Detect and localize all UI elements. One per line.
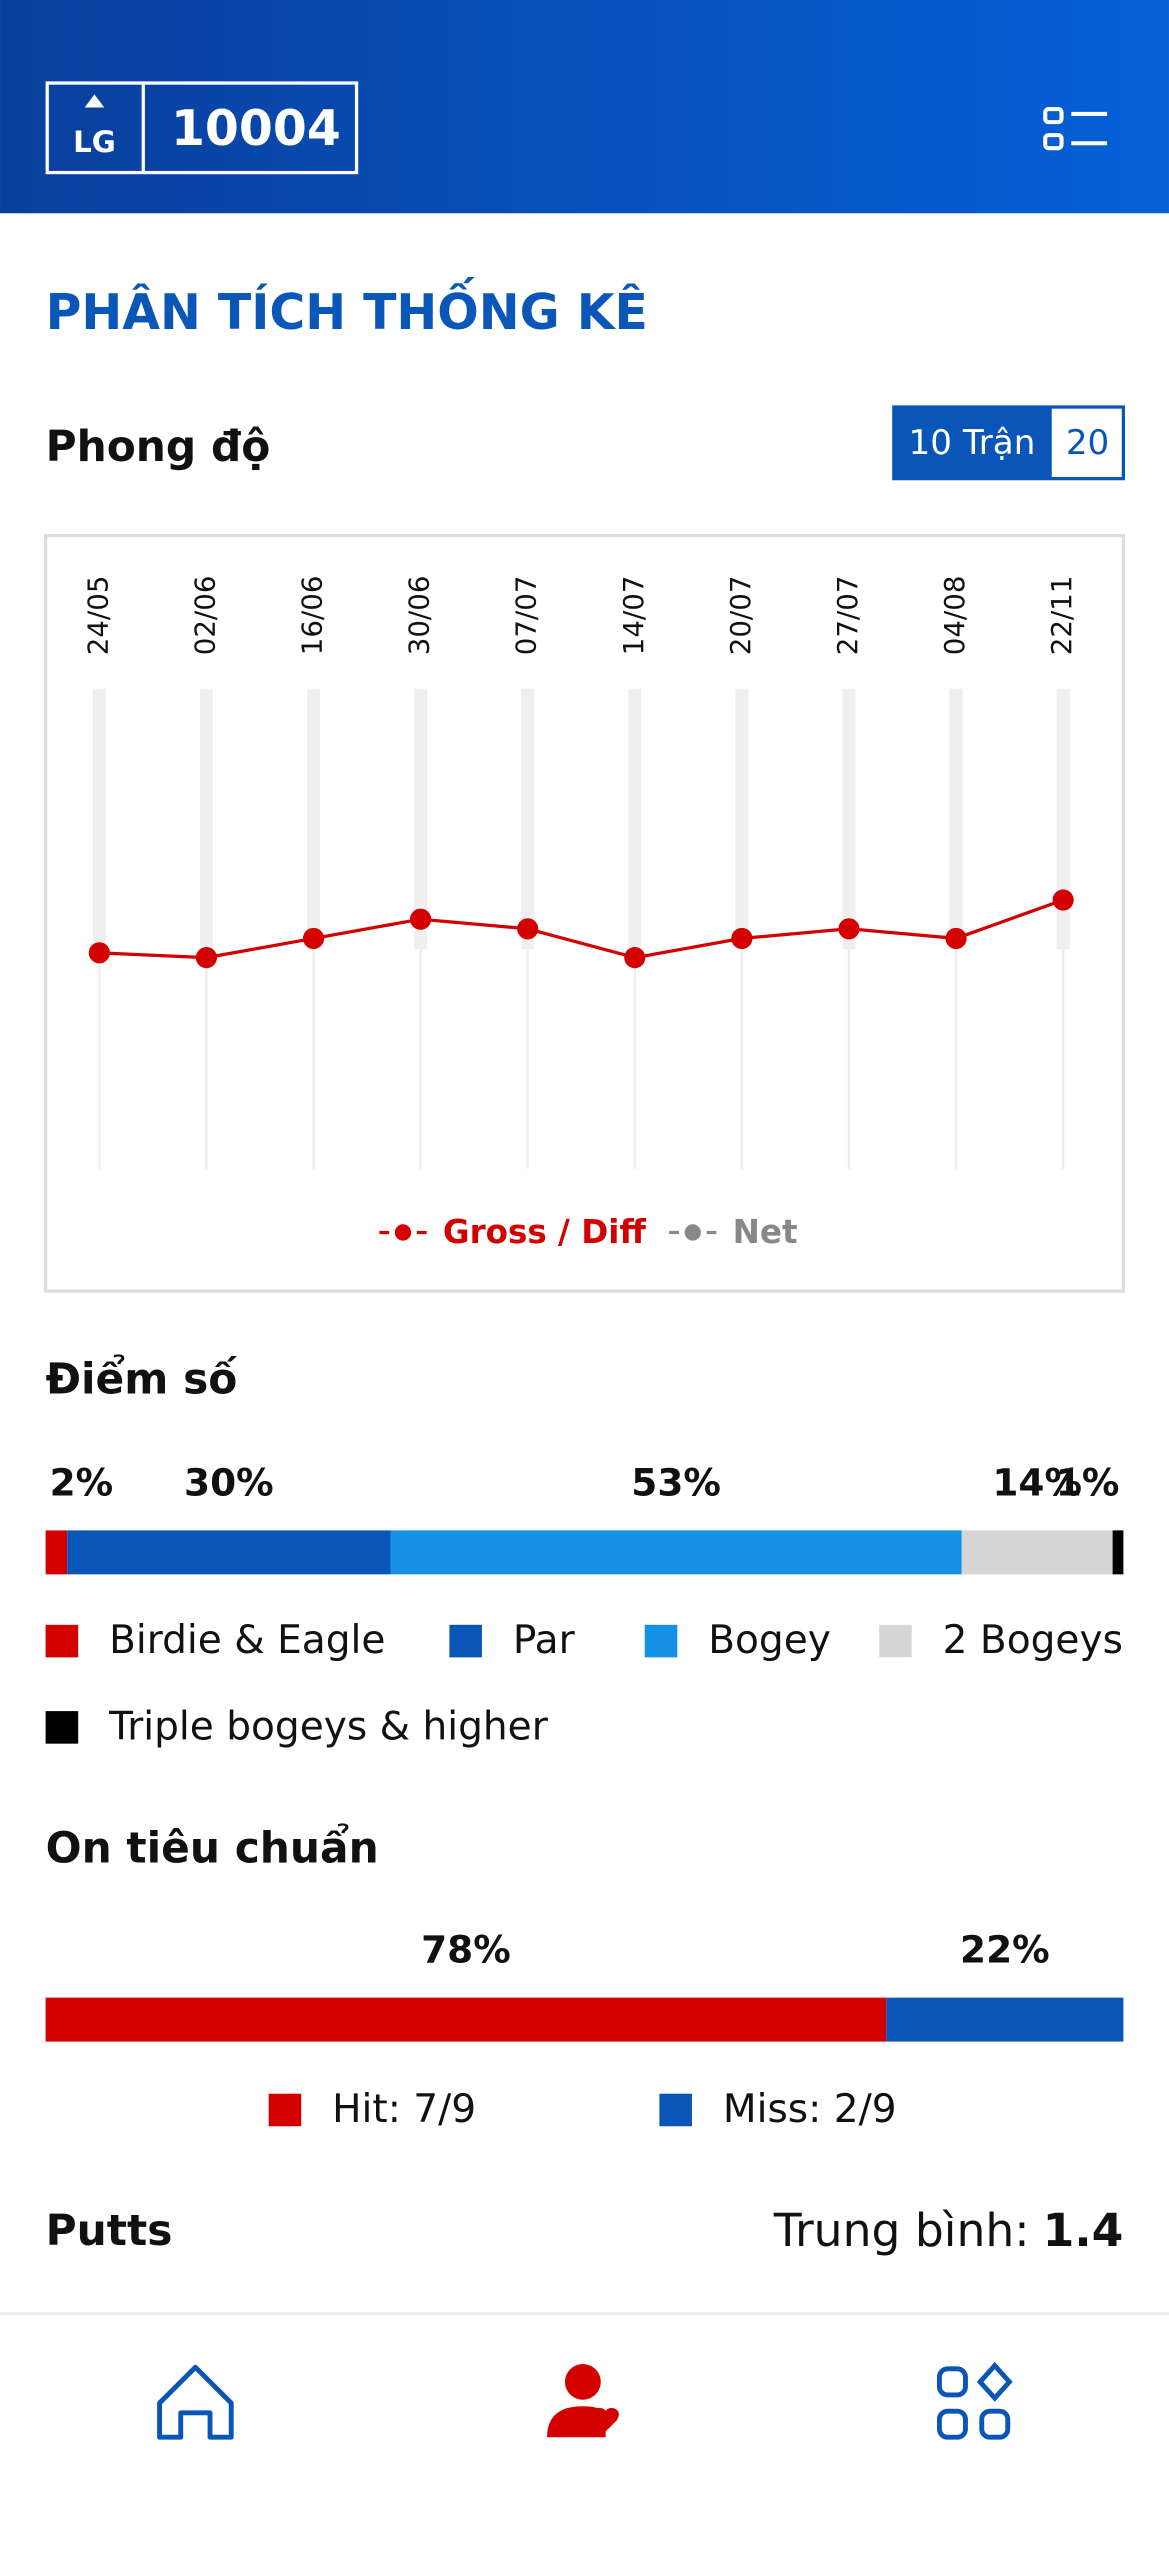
bar-segment bbox=[961, 1530, 1113, 1575]
legend-swatch bbox=[45, 1624, 79, 1658]
logo-box bbox=[45, 81, 359, 175]
logo-emblem bbox=[84, 94, 105, 108]
x-tick-label: 20/07 bbox=[724, 576, 757, 656]
x-tick-label: 02/06 bbox=[188, 576, 221, 656]
series-point bbox=[624, 947, 646, 969]
legend-label: 2 Bogeys bbox=[943, 1618, 1123, 1663]
x-tick-label: 24/05 bbox=[81, 576, 114, 656]
column-track bbox=[842, 688, 856, 950]
nav-home[interactable] bbox=[157, 2364, 234, 2440]
toggle-option[interactable]: 20 bbox=[1066, 423, 1109, 463]
bar-segment bbox=[886, 1997, 1124, 2042]
legend-label: Gross / Diff bbox=[443, 1213, 647, 1251]
legend-label: Triple bogeys & higher bbox=[108, 1705, 549, 1750]
legend-swatch bbox=[45, 1711, 79, 1744]
bar-segment bbox=[45, 1530, 68, 1575]
logo-text: LG bbox=[73, 125, 116, 159]
legend-swatch bbox=[879, 1624, 912, 1658]
series-point bbox=[731, 927, 753, 950]
legend-label: Hit: 7/9 bbox=[332, 2087, 476, 2132]
value-label: 30% bbox=[184, 1460, 274, 1504]
section-heading: Putts bbox=[46, 2206, 173, 2255]
legend-dot bbox=[394, 1224, 412, 1241]
header-bar bbox=[0, 0, 1169, 214]
legend-label: Birdie & Eagle bbox=[109, 1618, 385, 1663]
series-point bbox=[945, 927, 967, 950]
legend-swatch bbox=[449, 1624, 482, 1658]
x-tick-label: 30/06 bbox=[403, 576, 436, 656]
bar-segment bbox=[390, 1530, 962, 1575]
player-id: 10004 bbox=[171, 100, 341, 157]
nav-profile[interactable] bbox=[547, 2363, 619, 2438]
menu-button[interactable] bbox=[1043, 107, 1108, 151]
toggle-option[interactable]: 10 Trận bbox=[909, 423, 1036, 463]
series-point bbox=[1052, 889, 1074, 911]
x-tick-label: 27/07 bbox=[831, 576, 864, 656]
legend-swatch bbox=[268, 2093, 302, 2127]
column-track bbox=[307, 688, 321, 950]
legend-label: Par bbox=[513, 1618, 576, 1663]
series-point bbox=[195, 947, 218, 969]
legend-swatch bbox=[659, 2093, 692, 2127]
chart-frame bbox=[43, 534, 1126, 1293]
bar-segment bbox=[1112, 1530, 1124, 1575]
x-tick-label: 07/07 bbox=[510, 576, 543, 656]
legend-label: Bogey bbox=[708, 1618, 831, 1663]
value-label: 78% bbox=[421, 1928, 511, 1972]
column-track bbox=[735, 688, 749, 950]
section-heading: On tiêu chuẩn bbox=[46, 1823, 379, 1873]
value-label: 2% bbox=[50, 1460, 114, 1504]
value-label: 14% bbox=[992, 1460, 1082, 1504]
column-track bbox=[414, 688, 428, 950]
column-track bbox=[199, 688, 213, 950]
section-heading: Điểm số bbox=[46, 1354, 238, 1404]
nav-menu[interactable] bbox=[936, 2361, 1013, 2440]
x-tick-label: 14/07 bbox=[617, 576, 650, 656]
toggle-active[interactable] bbox=[893, 407, 1052, 479]
column-track bbox=[521, 688, 535, 950]
column-track bbox=[949, 688, 963, 950]
bar-segment bbox=[45, 1997, 887, 2042]
legend-label: Net bbox=[733, 1213, 798, 1251]
series-point bbox=[410, 908, 432, 930]
value-label: 1% bbox=[1056, 1460, 1120, 1504]
column-track bbox=[628, 688, 642, 950]
x-tick-label: 04/08 bbox=[938, 576, 971, 656]
series-point bbox=[302, 927, 325, 950]
value-label: 53% bbox=[631, 1460, 721, 1504]
x-tick-label: 22/11 bbox=[1045, 576, 1078, 656]
bar-segment bbox=[67, 1530, 391, 1575]
series-line bbox=[99, 898, 1064, 960]
legend-label: Miss: 2/9 bbox=[723, 2087, 897, 2132]
column-track bbox=[1056, 688, 1070, 950]
putts-average: 1.4 bbox=[1043, 2204, 1124, 2257]
series-point bbox=[838, 918, 860, 940]
legend-dot bbox=[684, 1224, 701, 1241]
column-track bbox=[92, 688, 106, 950]
x-tick-label: 16/06 bbox=[296, 576, 329, 656]
legend-swatch bbox=[644, 1624, 678, 1658]
series-point bbox=[88, 942, 110, 964]
section-heading: Phong độ bbox=[46, 422, 271, 471]
putts-average-label: Trung bình: bbox=[773, 2204, 1030, 2257]
value-label: 22% bbox=[960, 1928, 1050, 1972]
series-point bbox=[517, 918, 539, 940]
page-title: PHÂN TÍCH THỐNG KÊ bbox=[46, 278, 648, 341]
